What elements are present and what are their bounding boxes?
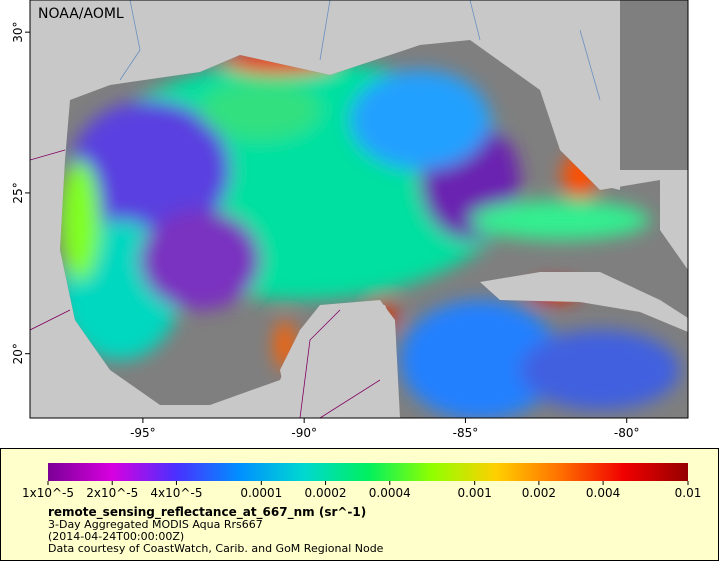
x-tick-label: -80° — [614, 426, 640, 440]
colorbar-tick-label: 0.0004 — [369, 486, 411, 500]
colorbar-tick-label: 0.0002 — [305, 486, 347, 500]
borders — [30, 149, 381, 418]
colorbar-tick-label: 0.01 — [675, 486, 702, 500]
credit: Data courtesy of CoastWatch, Carib. and … — [48, 542, 384, 555]
y-tick-label: 30° — [11, 22, 25, 43]
attribution: NOAA/AOML — [38, 6, 124, 22]
colorbar-tick-label: 0.001 — [457, 486, 491, 500]
yucatan — [280, 305, 395, 418]
colorbar-tick-label: 0.002 — [522, 486, 556, 500]
no-data — [620, 0, 688, 170]
colorbar — [48, 463, 688, 481]
product: 3-Day Aggregated MODIS Aqua Rrs667 — [48, 518, 263, 531]
time: (2014-04-24T00:00:00Z) — [48, 530, 184, 543]
colorbar-tick-label: 0.0001 — [240, 486, 282, 500]
reflectance-field — [60, 50, 680, 418]
colorbar-tick-label: 2x10^-5 — [86, 486, 138, 500]
x-tick-label: -85° — [453, 426, 479, 440]
florida — [545, 0, 620, 190]
cuba — [480, 272, 688, 332]
x-tick-label: -90° — [291, 426, 317, 440]
rivers — [119, 0, 601, 101]
y-tick-label: 20° — [11, 343, 25, 364]
colorbar-tick-label: 4x10^-5 — [150, 486, 202, 500]
map-frame — [29, 0, 689, 419]
map — [30, 0, 688, 418]
colorbar-tick-label: 0.004 — [586, 486, 620, 500]
x-tick-label: -95° — [130, 426, 156, 440]
colorbar-tick-label: 1x10^-5 — [22, 486, 74, 500]
variable-name: remote_sensing_reflectance_at_667_nm (sr… — [48, 505, 366, 520]
y-tick-label: 25° — [11, 182, 25, 203]
